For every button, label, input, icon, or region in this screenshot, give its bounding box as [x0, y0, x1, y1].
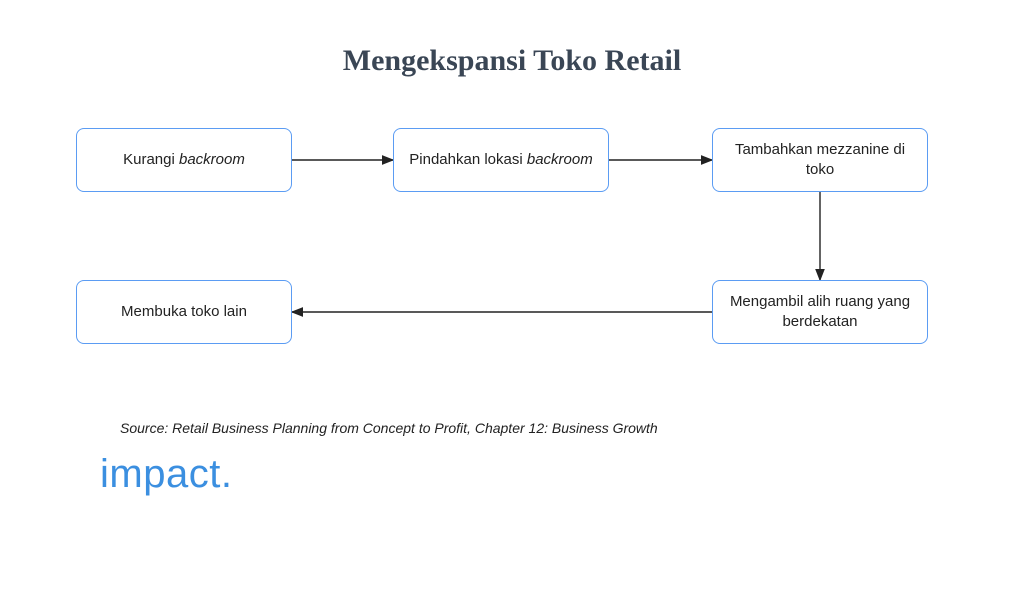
- source-citation: Source: Retail Business Planning from Co…: [120, 420, 658, 436]
- flow-node-n5: Membuka toko lain: [76, 280, 292, 344]
- flow-node-n1: Kurangi backroom: [76, 128, 292, 192]
- flow-node-n4: Mengambil alih ruang yang berdekatan: [712, 280, 928, 344]
- flow-node-n2: Pindahkan lokasi backroom: [393, 128, 609, 192]
- flow-node-n3: Tambahkan mezzanine di toko: [712, 128, 928, 192]
- brand-logo: impact.: [100, 452, 232, 497]
- diagram-title: Mengekspansi Toko Retail: [0, 44, 1024, 78]
